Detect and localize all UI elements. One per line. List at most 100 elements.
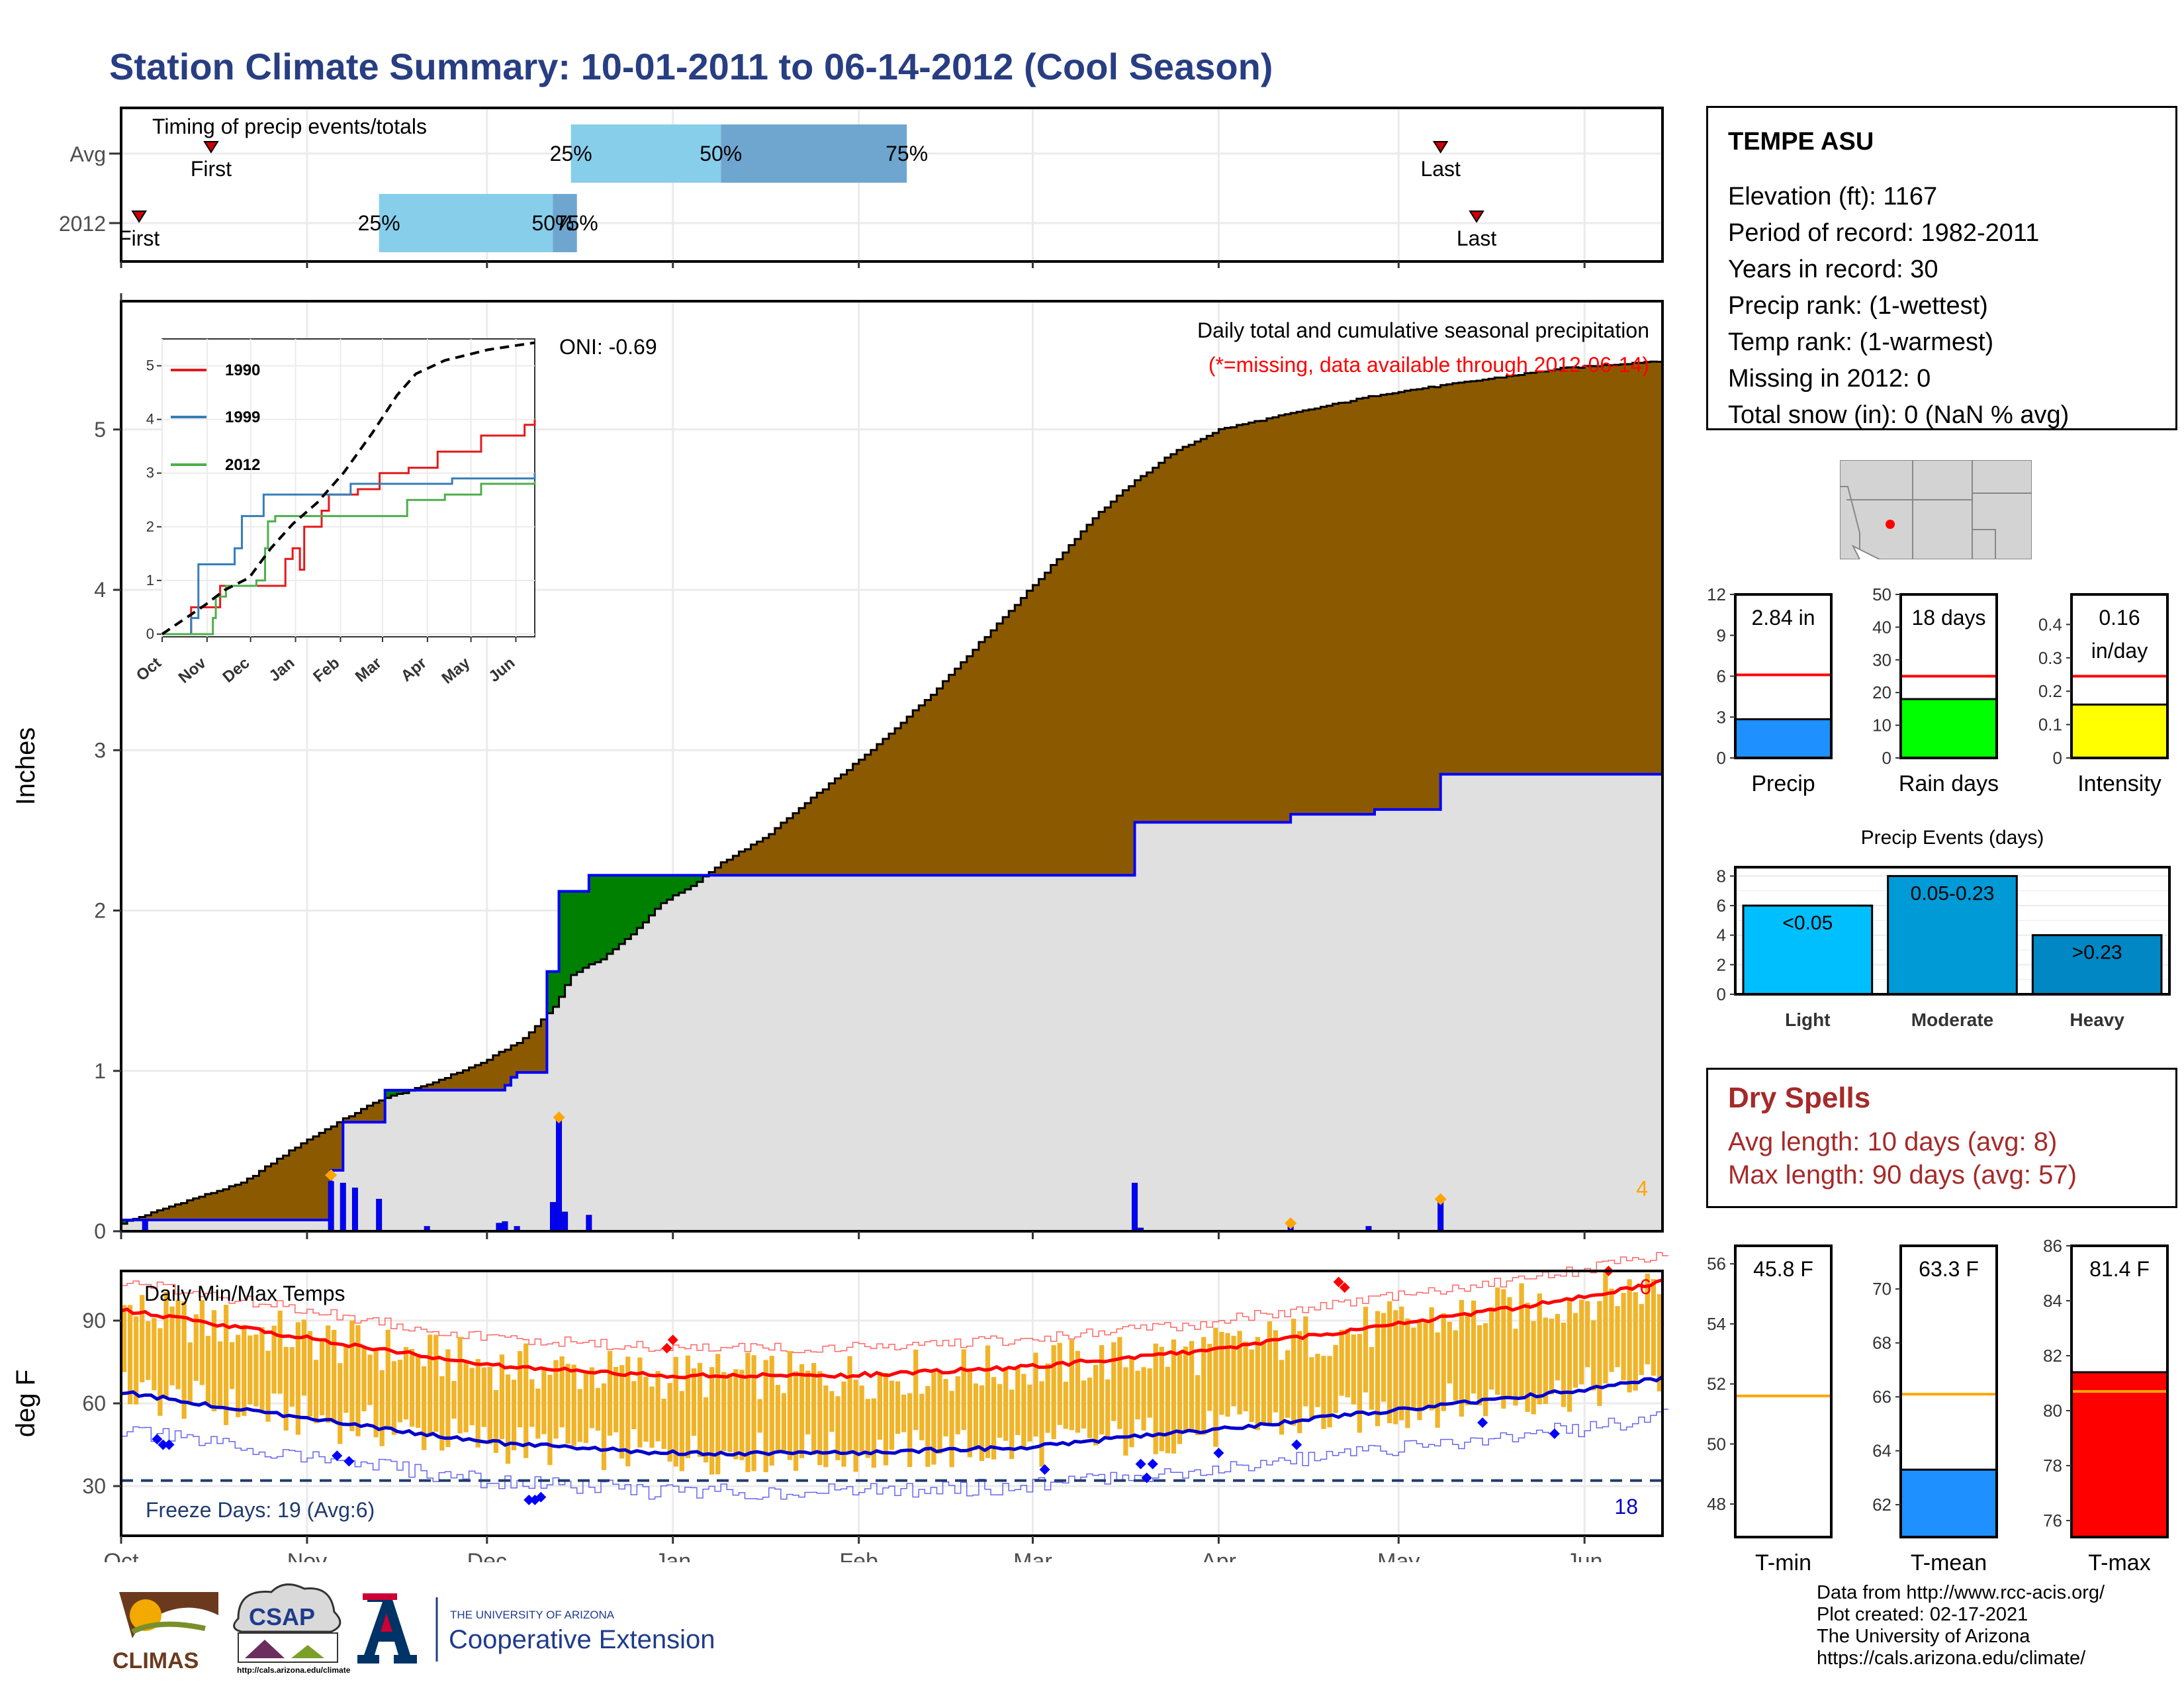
daily-temp-bar — [727, 1374, 733, 1452]
daily-temp-bar — [919, 1393, 925, 1440]
daily-temp-bar — [1321, 1356, 1326, 1429]
events-bar — [1887, 874, 2018, 996]
daily-temp-bar — [481, 1367, 486, 1427]
daily-temp-bar — [1267, 1321, 1273, 1425]
timing-quantile-label: 75% — [556, 211, 598, 235]
mini-panel-axis-label: Precip — [1751, 771, 1815, 796]
daily-temp-bar — [205, 1336, 211, 1405]
daily-temp-bar — [1159, 1346, 1164, 1452]
main-y-tick-label: 4 — [94, 578, 106, 602]
inset-x-tick-label: Feb — [310, 654, 343, 686]
dry-spells-avg: Avg length: 10 days (avg: 8) — [1728, 1127, 2058, 1156]
timing-bar-q25-q50 — [570, 124, 721, 183]
record-low-count: 18 — [1614, 1495, 1638, 1519]
daily-precip-bar — [1132, 1182, 1138, 1232]
daily-temp-bar — [775, 1385, 780, 1452]
daily-temp-bar — [1243, 1341, 1248, 1411]
daily-temp-bar — [127, 1305, 133, 1405]
daily-precip-bar — [376, 1199, 383, 1232]
timing-quantile-label: 50% — [531, 211, 574, 235]
mini-panel-y-tick-label: 64 — [1872, 1441, 1891, 1461]
daily-precip-bar — [586, 1215, 592, 1232]
daily-temp-bar — [1555, 1314, 1561, 1381]
record-high-marker — [667, 1335, 678, 1346]
station-temp-rank: Temp rank: (1-warmest) — [1728, 328, 1994, 356]
daily-precip-bar — [142, 1219, 148, 1232]
daily-temp-bar — [1351, 1334, 1356, 1405]
timing-frame — [120, 107, 1664, 263]
events-y-tick-label: 6 — [1717, 896, 1726, 915]
daily-temp-bar — [937, 1372, 942, 1454]
mini-panel-value-bar — [2070, 1371, 2169, 1538]
daily-temp-bar — [625, 1356, 631, 1467]
daily-temp-bar — [925, 1385, 931, 1467]
daily-temp-bar — [1519, 1283, 1524, 1400]
precip-marker — [1285, 1217, 1297, 1229]
daily-temp-bar — [289, 1347, 295, 1407]
daily-temp-bar — [1309, 1357, 1314, 1418]
dry-spells-title: Dry Spells — [1728, 1082, 1871, 1114]
daily-temp-bar — [295, 1322, 300, 1435]
daily-temp-bar — [1129, 1358, 1134, 1448]
daily-temp-bar — [1279, 1360, 1285, 1435]
station-info-box: TEMPE ASU Elevation (ft): 1167 Period of… — [1706, 106, 2177, 430]
daily-temp-bar — [853, 1380, 858, 1472]
daily-temp-bar — [991, 1377, 997, 1460]
csap-logo-text: CSAP — [249, 1603, 315, 1630]
daily-temp-bar — [655, 1371, 660, 1442]
daily-temp-bar — [907, 1393, 913, 1468]
daily-temp-bar — [433, 1335, 439, 1432]
daily-temp-bar — [415, 1354, 421, 1428]
locator-map — [1840, 460, 2032, 559]
mini-panel-frame — [1899, 1244, 1998, 1538]
daily-temp-bar — [679, 1391, 684, 1472]
credit-url: https://cals.arizona.edu/climate/ — [1817, 1648, 2086, 1669]
daily-temp-bar — [1285, 1350, 1291, 1418]
mini-panel-y-tick-label: 0 — [2053, 748, 2062, 768]
daily-temp-bar — [1303, 1316, 1308, 1407]
daily-temp-bar — [931, 1370, 936, 1465]
daily-temp-bar — [1507, 1297, 1512, 1397]
events-bar-label: >0.23 — [2072, 942, 2122, 964]
daily-temp-bar — [1213, 1327, 1218, 1447]
mini-panel-axis-label: Rain days — [1899, 771, 1999, 796]
record-low-marker — [343, 1456, 355, 1467]
mini-panel-y-tick-label: 0 — [1717, 748, 1726, 768]
daily-temp-bar — [1333, 1344, 1338, 1413]
obs-cumulative-line — [121, 773, 1662, 1222]
daily-temp-bar — [1435, 1332, 1440, 1428]
timing-bar-q50-q75 — [553, 194, 577, 252]
daily-temp-bar — [1021, 1374, 1026, 1448]
daily-temp-bar — [487, 1366, 492, 1444]
daily-temp-bar — [637, 1357, 643, 1448]
temp-x-tick-label: May — [1377, 1549, 1420, 1562]
timing-marker-label: First — [118, 226, 159, 250]
daily-temp-bar — [140, 1295, 145, 1383]
daily-temp-bar — [631, 1381, 637, 1430]
mini-panel-y-tick-label: 40 — [1872, 617, 1891, 637]
mini-panel-value-label: 18 days — [1911, 606, 1985, 630]
daily-temp-bar — [1483, 1323, 1488, 1417]
daily-temp-bar — [835, 1396, 841, 1460]
daily-temp-bar — [277, 1310, 283, 1394]
daily-temp-bar — [1495, 1287, 1500, 1395]
mini-panel-y-tick-label: 12 — [1707, 585, 1726, 604]
daily-temp-bar — [1585, 1301, 1590, 1368]
mini-panel-frame — [1734, 1244, 1833, 1538]
inset-y-tick-label: 0 — [146, 626, 154, 642]
daily-temp-bar — [1387, 1301, 1392, 1423]
daily-temp-bar — [901, 1394, 907, 1432]
precip-count-label: 4 — [1636, 1177, 1648, 1201]
daily-temp-bar — [1255, 1336, 1260, 1430]
timing-marker — [1469, 211, 1484, 223]
record-low-marker — [1291, 1439, 1302, 1450]
daily-precip-bar — [340, 1182, 346, 1232]
daily-temp-bar — [697, 1362, 703, 1457]
daily-temp-bar — [949, 1391, 954, 1468]
mini-panel-y-tick-label: 62 — [1872, 1495, 1891, 1515]
daily-temp-bar — [997, 1383, 1003, 1438]
daily-temp-bar — [1369, 1346, 1375, 1410]
daily-temp-bar — [1549, 1319, 1554, 1395]
mini-panel-y-tick-label: 76 — [2043, 1511, 2062, 1530]
